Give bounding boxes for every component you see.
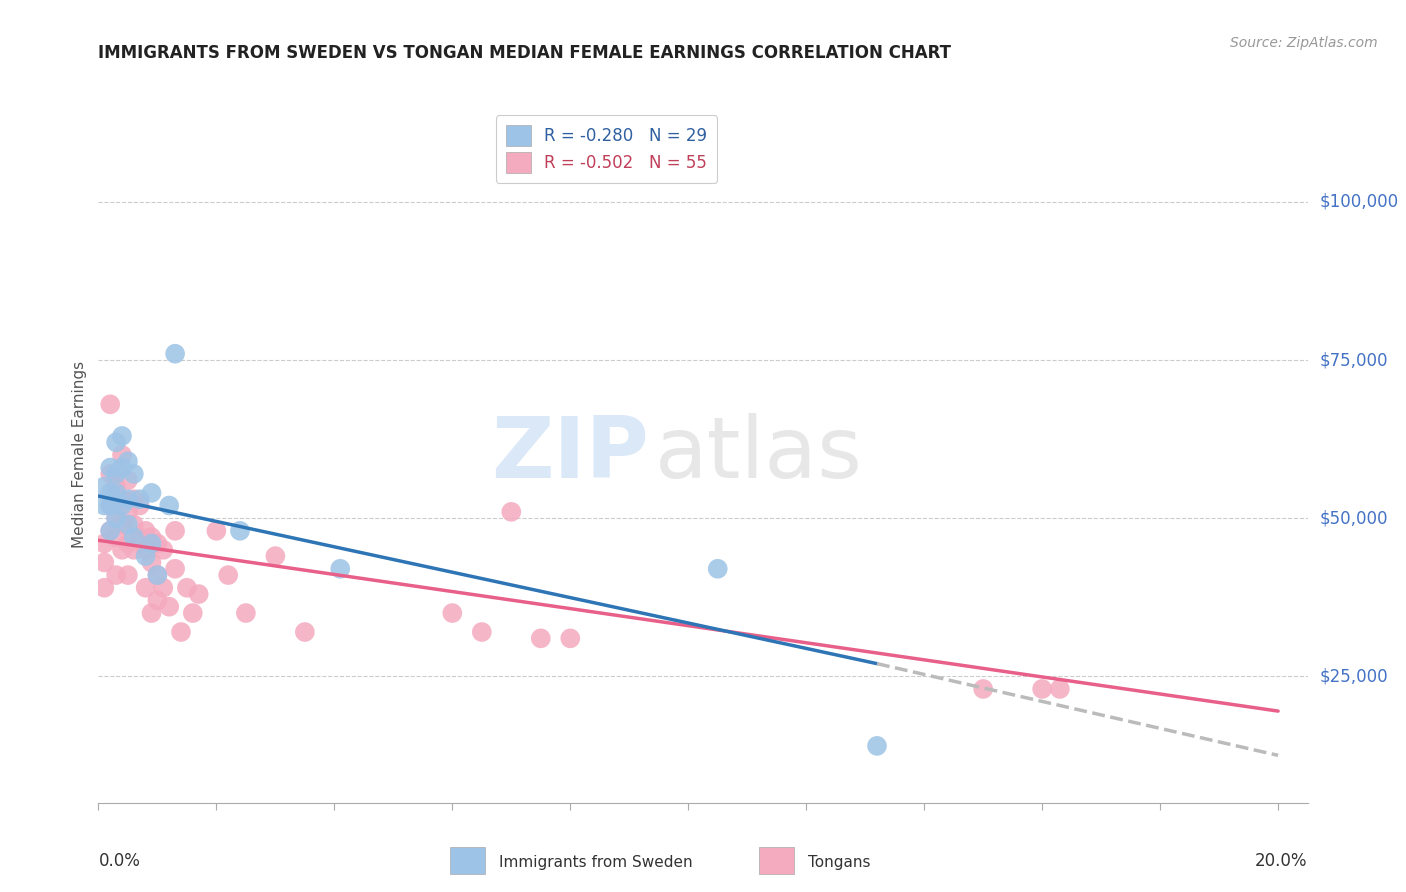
Point — [264, 549, 287, 563]
Text: Immigrants from Sweden: Immigrants from Sweden — [499, 855, 693, 870]
Point — [98, 460, 121, 475]
Point — [111, 429, 134, 443]
Point — [501, 505, 523, 519]
Point — [146, 593, 169, 607]
Point — [117, 517, 139, 532]
Point — [157, 499, 180, 513]
Point — [93, 499, 115, 513]
Point — [117, 454, 139, 468]
Point — [471, 625, 494, 640]
Point — [157, 599, 180, 614]
Text: Tongans: Tongans — [808, 855, 870, 870]
Point — [1031, 681, 1053, 696]
Point — [141, 606, 163, 620]
Point — [560, 632, 582, 646]
Text: Source: ZipAtlas.com: Source: ZipAtlas.com — [1230, 36, 1378, 50]
Point — [530, 632, 553, 646]
Legend: R = -0.280   N = 29, R = -0.502   N = 55: R = -0.280 N = 29, R = -0.502 N = 55 — [495, 115, 717, 183]
Point — [141, 556, 163, 570]
Point — [117, 473, 139, 487]
Point — [217, 568, 239, 582]
Point — [98, 499, 121, 513]
Point — [706, 562, 728, 576]
Point — [152, 542, 174, 557]
Point — [205, 524, 228, 538]
Point — [105, 511, 128, 525]
Point — [146, 536, 169, 550]
Point — [105, 568, 128, 582]
Point — [866, 739, 889, 753]
Point — [170, 625, 193, 640]
Point — [329, 562, 352, 576]
Text: 20.0%: 20.0% — [1256, 852, 1308, 870]
Text: IMMIGRANTS FROM SWEDEN VS TONGAN MEDIAN FEMALE EARNINGS CORRELATION CHART: IMMIGRANTS FROM SWEDEN VS TONGAN MEDIAN … — [98, 45, 952, 62]
Point — [441, 606, 464, 620]
Point — [105, 467, 128, 481]
Point — [105, 530, 128, 544]
Text: $50,000: $50,000 — [1320, 509, 1388, 527]
Point — [181, 606, 204, 620]
Point — [128, 499, 150, 513]
Point — [93, 581, 115, 595]
Point — [146, 568, 169, 582]
Point — [1049, 681, 1071, 696]
Point — [111, 517, 134, 532]
Point — [93, 479, 115, 493]
Point — [117, 505, 139, 519]
Point — [135, 542, 157, 557]
Point — [117, 568, 139, 582]
Point — [111, 460, 134, 475]
Point — [176, 581, 198, 595]
Point — [98, 524, 121, 538]
Point — [105, 479, 128, 493]
Point — [98, 524, 121, 538]
Point — [135, 549, 157, 563]
Point — [117, 536, 139, 550]
Point — [165, 524, 187, 538]
Point — [98, 486, 121, 500]
Point — [93, 556, 115, 570]
Point — [105, 486, 128, 500]
Point — [152, 581, 174, 595]
Point — [135, 581, 157, 595]
Text: ZIP: ZIP — [491, 413, 648, 497]
Point — [141, 536, 163, 550]
Point — [122, 517, 145, 532]
Point — [98, 397, 121, 411]
Point — [141, 486, 163, 500]
Point — [294, 625, 316, 640]
Point — [972, 681, 994, 696]
Point — [117, 492, 139, 507]
Text: $75,000: $75,000 — [1320, 351, 1388, 369]
Text: 0.0%: 0.0% — [98, 852, 141, 870]
Point — [105, 511, 128, 525]
Text: $25,000: $25,000 — [1320, 667, 1388, 685]
Point — [122, 530, 145, 544]
Point — [141, 530, 163, 544]
Point — [111, 492, 134, 507]
Point — [111, 448, 134, 462]
Point — [122, 492, 145, 507]
Point — [135, 524, 157, 538]
Point — [98, 499, 121, 513]
Point — [111, 499, 134, 513]
Text: atlas: atlas — [655, 413, 863, 497]
Point — [187, 587, 209, 601]
Point — [165, 562, 187, 576]
Point — [98, 467, 121, 481]
Point — [165, 347, 187, 361]
Point — [111, 542, 134, 557]
Point — [105, 435, 128, 450]
Point — [93, 536, 115, 550]
Point — [122, 467, 145, 481]
Point — [229, 524, 252, 538]
Point — [146, 568, 169, 582]
Point — [122, 542, 145, 557]
Y-axis label: Median Female Earnings: Median Female Earnings — [72, 361, 87, 549]
Point — [128, 492, 150, 507]
Point — [128, 530, 150, 544]
Point — [235, 606, 257, 620]
Text: $100,000: $100,000 — [1320, 193, 1399, 211]
